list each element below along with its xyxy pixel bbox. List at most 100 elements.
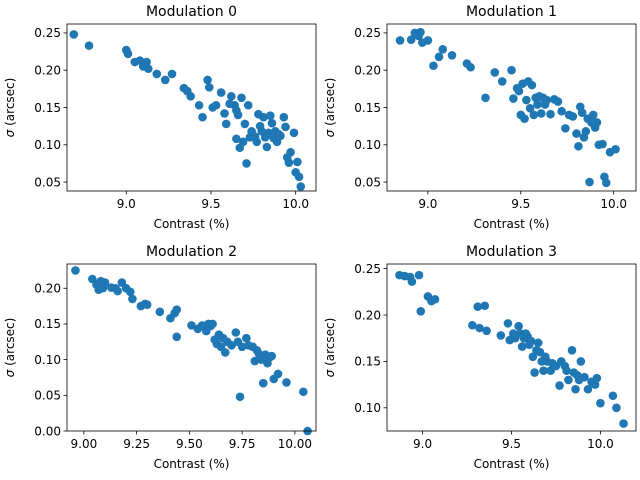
- data-point: [546, 109, 555, 119]
- x-tick-label: 9.25: [123, 437, 150, 451]
- data-point: [514, 86, 524, 96]
- data-point: [296, 182, 306, 191]
- data-point: [113, 286, 122, 296]
- data-point: [84, 41, 94, 50]
- data-point: [293, 157, 302, 167]
- data-point: [232, 134, 241, 144]
- data-point: [128, 294, 137, 304]
- x-tick-label: 9.0: [117, 197, 136, 211]
- data-point: [557, 106, 566, 116]
- x-axis-label: Contrast (%): [154, 217, 230, 231]
- axes-frame: [66, 23, 317, 192]
- data-point: [406, 35, 416, 44]
- data-point: [395, 36, 405, 45]
- data-point: [286, 147, 295, 157]
- data-point: [568, 112, 578, 121]
- y-axis-label: σ (arcsec): [323, 318, 337, 378]
- chart-title: Modulation 1: [466, 4, 557, 20]
- data-point: [528, 352, 538, 362]
- data-point: [612, 403, 621, 413]
- axes-frame: [66, 263, 317, 432]
- data-point: [235, 392, 245, 402]
- data-point: [267, 351, 276, 361]
- x-tick-label: 10.0: [587, 437, 614, 451]
- data-point: [503, 319, 513, 328]
- data-point: [517, 342, 527, 351]
- scatter-series: [71, 266, 312, 436]
- data-point: [438, 45, 448, 54]
- data-point: [152, 69, 162, 79]
- data-point: [123, 49, 133, 59]
- y-tick-label: 0.15: [354, 101, 381, 115]
- data-point: [279, 112, 289, 122]
- data-point: [497, 77, 507, 86]
- data-point: [574, 141, 583, 151]
- data-point: [555, 381, 564, 390]
- data-point: [252, 137, 262, 147]
- data-point: [414, 270, 424, 280]
- data-point: [144, 64, 153, 74]
- data-point: [542, 95, 552, 105]
- data-point: [242, 159, 251, 168]
- data-point: [227, 341, 236, 350]
- data-point: [237, 93, 246, 103]
- data-point: [172, 305, 182, 314]
- data-point: [490, 68, 500, 77]
- x-tick-label: 9.5: [511, 197, 530, 211]
- y-tick-label: 0.20: [34, 64, 61, 78]
- data-point: [571, 384, 580, 394]
- data-point: [273, 369, 283, 379]
- x-tick-label: 9.50: [176, 437, 203, 451]
- data-point: [481, 93, 490, 103]
- data-point: [238, 137, 248, 147]
- x-axis-label: Contrast (%): [474, 457, 550, 471]
- data-point: [482, 326, 491, 336]
- chart-title: Modulation 3: [466, 244, 557, 260]
- data-point: [172, 332, 182, 342]
- data-point: [520, 114, 529, 123]
- data-point: [220, 348, 230, 357]
- x-tick-label: 10.00: [278, 437, 312, 451]
- data-point: [601, 178, 611, 188]
- data-point: [186, 92, 195, 101]
- data-point: [580, 372, 589, 382]
- data-point: [208, 319, 217, 329]
- data-point: [475, 323, 484, 333]
- data-point: [592, 118, 602, 127]
- y-tick-label: 0.20: [354, 308, 381, 322]
- data-point: [221, 119, 231, 129]
- data-point: [267, 118, 277, 128]
- data-point: [265, 111, 275, 120]
- data-point: [619, 419, 628, 428]
- data-point: [562, 366, 571, 375]
- y-axis-label: σ (arcsec): [323, 78, 337, 138]
- data-point: [276, 131, 285, 141]
- data-point: [480, 301, 490, 311]
- data-point: [194, 100, 204, 110]
- data-point: [466, 62, 475, 72]
- data-point: [416, 27, 425, 37]
- data-point: [585, 177, 594, 187]
- data-point: [294, 172, 304, 182]
- data-point: [561, 124, 570, 133]
- data-point: [522, 95, 531, 105]
- data-point: [282, 378, 291, 387]
- data-point: [211, 100, 221, 110]
- data-point: [590, 380, 600, 389]
- data-point: [468, 320, 477, 330]
- data-point: [572, 129, 581, 138]
- data-point: [155, 307, 165, 317]
- y-tick-label: 0.10: [354, 401, 381, 415]
- x-tick-label: 10.0: [600, 197, 627, 211]
- data-point: [514, 321, 523, 331]
- data-point: [567, 345, 577, 355]
- data-point: [576, 357, 586, 366]
- data-point: [243, 100, 253, 110]
- y-tick-label: 0.25: [354, 26, 381, 40]
- data-point: [126, 287, 135, 297]
- data-point: [430, 294, 440, 304]
- data-point: [588, 110, 598, 120]
- data-point: [299, 387, 308, 397]
- data-point: [496, 331, 506, 340]
